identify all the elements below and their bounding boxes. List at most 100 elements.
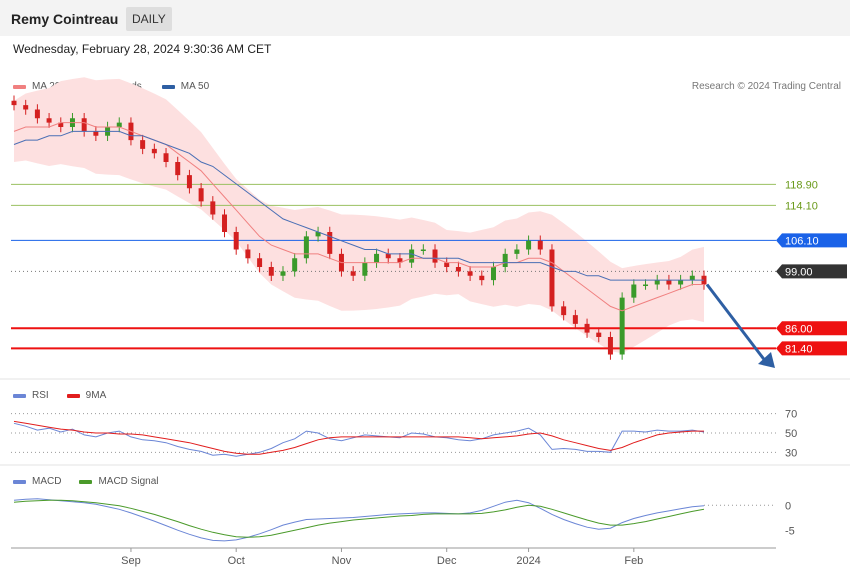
- candle-body: [596, 332, 602, 337]
- candle-body: [385, 253, 391, 259]
- candle-body: [116, 122, 122, 127]
- x-tick-label: Dec: [437, 555, 457, 567]
- macd-swatch: [13, 479, 26, 484]
- candle-body: [444, 262, 450, 267]
- candle-body: [58, 122, 64, 127]
- candle-body: [374, 253, 380, 263]
- candle-body: [222, 214, 228, 232]
- rsi-line: [13, 422, 705, 457]
- rsi-tick-label: 50: [785, 428, 797, 440]
- level-label-114.10: 114.10: [785, 200, 818, 212]
- candle-body: [397, 258, 403, 263]
- candle-body: [268, 267, 274, 276]
- macd-signal-swatch: [79, 479, 93, 484]
- candle-body: [526, 240, 532, 250]
- chart-header: Remy Cointreau DAILY: [0, 0, 850, 36]
- candle-body: [350, 271, 356, 276]
- level-label-99.00: 99.00: [785, 266, 813, 278]
- x-tick-label: Feb: [624, 555, 643, 567]
- rsi-ma-line: [13, 420, 704, 455]
- x-tick-label: 2024: [516, 555, 540, 567]
- candle-body: [315, 232, 321, 237]
- period-tag[interactable]: DAILY: [126, 7, 172, 31]
- candle-body: [561, 306, 567, 316]
- credit-text: Research © 2024 Trading Central: [691, 81, 841, 92]
- candle-body: [619, 297, 625, 355]
- candle-body: [23, 105, 29, 110]
- candle-body: [643, 284, 649, 286]
- candle-body: [514, 249, 520, 254]
- candle-body: [432, 249, 438, 263]
- level-label-box: [776, 264, 847, 279]
- ma50-legend-label: MA 50: [180, 81, 210, 92]
- level-label-box: [776, 341, 847, 356]
- candle-body: [490, 267, 496, 281]
- candle-body: [292, 258, 298, 272]
- candle-body: [467, 271, 473, 276]
- candle-body: [163, 153, 169, 162]
- rsi-tick-label: 70: [785, 409, 797, 421]
- candle-body: [537, 240, 543, 250]
- candle-body: [93, 131, 99, 136]
- candle-body: [572, 315, 578, 324]
- candle-body: [198, 188, 204, 202]
- macd-legend-label: MACD: [32, 476, 62, 487]
- rsi-legend-label: RSI: [32, 390, 49, 401]
- candle-body: [81, 118, 87, 132]
- rsi-ma-legend-label: 9MA: [85, 390, 107, 401]
- timestamp: Wednesday, February 28, 2024 9:30:36 AM …: [13, 42, 272, 56]
- level-label-106.10: 106.10: [785, 235, 819, 247]
- bollinger-band: [14, 77, 704, 354]
- macd-tick-label: -5: [785, 526, 795, 538]
- candle-body: [46, 118, 52, 123]
- ma20-line: [13, 122, 704, 312]
- candle-body: [584, 323, 590, 333]
- macd-tick-label: 0: [785, 500, 791, 512]
- candle-body: [280, 271, 286, 276]
- candle-body: [631, 284, 637, 298]
- candle-body: [151, 148, 157, 154]
- candle-body: [502, 253, 508, 267]
- ma50-line: [13, 130, 704, 281]
- candle-body: [257, 258, 263, 267]
- candle-body: [34, 109, 40, 119]
- macd-signal-line: [13, 499, 705, 538]
- candle-body: [654, 280, 660, 285]
- candle-body: [549, 249, 555, 307]
- x-tick-label: Nov: [332, 555, 352, 567]
- macd-legend: MACD MACD Signal: [13, 476, 158, 487]
- level-label-118.90: 118.90: [785, 179, 818, 191]
- rsi-swatch: [13, 393, 26, 398]
- candle-body: [689, 275, 695, 281]
- candle-body: [409, 249, 415, 263]
- candle-body: [11, 100, 17, 106]
- level-label-81.40: 81.40: [785, 343, 813, 355]
- candle-body: [303, 236, 309, 259]
- candle-body: [455, 267, 461, 272]
- rsi-ma-swatch: [66, 393, 80, 398]
- candle-body: [186, 175, 192, 189]
- candle-body: [245, 249, 251, 259]
- level-label-box: [776, 321, 847, 336]
- candle-body: [175, 162, 181, 176]
- forecast-arrow-shaft: [705, 283, 768, 363]
- candle-body: [362, 262, 368, 276]
- candle-body: [210, 201, 216, 215]
- level-label-86.00: 86.00: [785, 323, 813, 335]
- forecast-arrow-head: [758, 352, 775, 368]
- level-label-box: [776, 233, 847, 248]
- candle-body: [607, 337, 613, 355]
- rsi-legend: RSI 9MA: [13, 390, 106, 401]
- ma50-swatch: [161, 84, 175, 89]
- x-tick-label: Oct: [228, 555, 245, 567]
- candle-body: [420, 249, 426, 251]
- candle-body: [678, 280, 684, 285]
- candle-body: [327, 232, 333, 254]
- candle-body: [666, 280, 672, 285]
- macd-line: [13, 498, 705, 542]
- candle-body: [140, 140, 146, 149]
- macd-signal-legend-label: MACD Signal: [98, 476, 159, 487]
- rsi-tick-label: 30: [785, 447, 797, 459]
- ma20-swatch: [13, 84, 26, 89]
